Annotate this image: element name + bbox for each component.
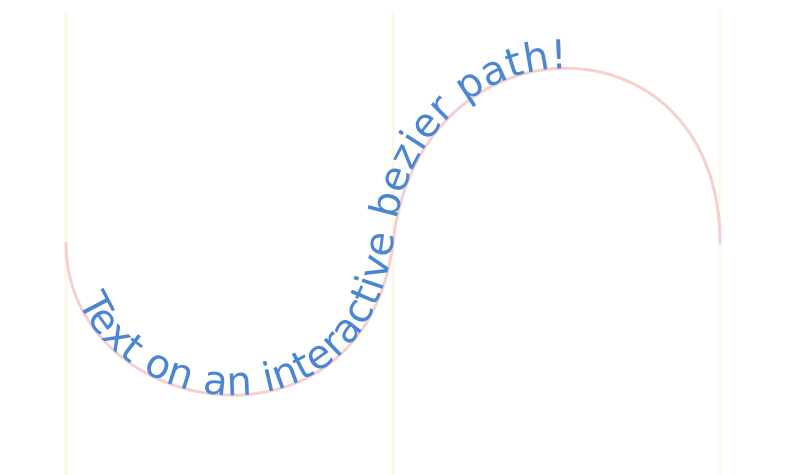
path-text-content: Text on an interactive bezier path! <box>68 32 567 405</box>
path-text: Text on an interactive bezier path! <box>68 32 568 405</box>
